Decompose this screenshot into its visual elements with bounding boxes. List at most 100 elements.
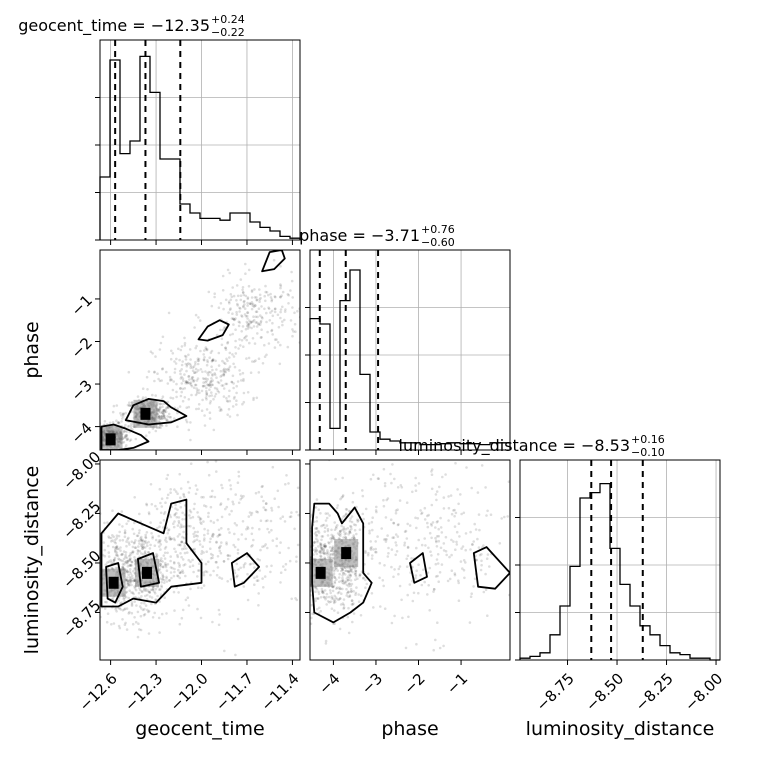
scatter-point bbox=[140, 601, 143, 605]
scatter-point bbox=[117, 599, 120, 602]
scatter-point bbox=[222, 370, 225, 373]
scatter-point bbox=[179, 387, 182, 390]
scatter-point bbox=[157, 616, 161, 620]
scatter-point bbox=[155, 554, 159, 557]
scatter-point bbox=[166, 382, 170, 385]
scatter-point bbox=[264, 543, 268, 546]
scatter-point bbox=[330, 597, 334, 600]
scatter-point bbox=[140, 589, 143, 593]
scatter-point bbox=[159, 411, 162, 414]
scatter-point bbox=[235, 284, 239, 287]
scatter-point bbox=[183, 341, 187, 345]
scatter-point bbox=[263, 294, 267, 298]
scatter-point bbox=[311, 612, 314, 615]
scatter-point bbox=[158, 539, 161, 542]
scatter-point bbox=[210, 365, 213, 369]
scatter-point bbox=[158, 402, 162, 406]
scatter-point bbox=[453, 572, 457, 575]
scatter-point bbox=[97, 431, 100, 434]
scatter-point bbox=[186, 551, 189, 554]
scatter-point bbox=[176, 524, 180, 527]
scatter-point bbox=[121, 413, 125, 416]
scatter-point bbox=[125, 544, 128, 548]
scatter-point bbox=[115, 545, 119, 548]
scatter-point bbox=[169, 396, 172, 400]
scatter-point bbox=[131, 622, 135, 626]
scatter-point bbox=[157, 426, 161, 430]
histogram-geocent_time: geocent_time = −12.35 +0.24−0.22 bbox=[18, 13, 301, 241]
scatter-point bbox=[180, 555, 183, 559]
scatter-point bbox=[349, 531, 352, 535]
scatter-point bbox=[193, 371, 197, 375]
scatter-point bbox=[358, 573, 362, 576]
scatter-point bbox=[121, 538, 125, 542]
scatter-point bbox=[267, 293, 270, 297]
y-tick-label: −2 bbox=[68, 334, 96, 362]
scatter-point bbox=[231, 332, 234, 336]
scatter-point bbox=[183, 563, 187, 566]
scatter-point bbox=[241, 371, 245, 375]
scatter-point bbox=[217, 528, 221, 532]
scatter-point bbox=[123, 608, 126, 611]
scatter-point bbox=[430, 524, 434, 527]
scatter-point bbox=[147, 540, 150, 544]
scatter-point bbox=[191, 378, 195, 382]
scatter-point bbox=[190, 377, 194, 381]
scatter-point bbox=[206, 529, 210, 532]
scatter-point bbox=[345, 579, 348, 583]
scatter-point bbox=[270, 309, 274, 313]
scatter-point bbox=[187, 375, 190, 378]
scatter-point bbox=[404, 529, 408, 533]
scatter-point bbox=[130, 602, 134, 606]
scatter-point bbox=[331, 546, 334, 550]
scatter-point bbox=[338, 530, 342, 533]
contour-0 bbox=[311, 502, 373, 624]
scatter-point bbox=[176, 411, 179, 415]
scatter-point bbox=[140, 552, 143, 555]
scatter-point bbox=[121, 552, 124, 556]
scatter-point bbox=[168, 537, 171, 540]
scatter-point bbox=[95, 544, 98, 547]
scatter-point bbox=[275, 544, 279, 548]
scatter-point bbox=[187, 405, 191, 409]
scatter-point bbox=[404, 646, 408, 650]
scatter-point bbox=[131, 551, 134, 555]
scatter-point bbox=[480, 553, 483, 556]
scatter-point bbox=[95, 445, 98, 448]
scatter-point bbox=[427, 513, 431, 517]
scatter-point bbox=[333, 609, 336, 612]
scatter-point bbox=[196, 575, 199, 578]
scatter-point bbox=[134, 620, 138, 624]
scatter-point bbox=[164, 563, 168, 567]
scatter-point bbox=[267, 307, 271, 311]
scatter-point bbox=[156, 594, 159, 598]
scatter-point bbox=[397, 572, 400, 576]
scatter-point bbox=[159, 415, 163, 418]
scatter-point bbox=[484, 588, 488, 592]
scatter-point bbox=[345, 587, 348, 591]
scatter-point bbox=[158, 559, 161, 562]
scatter-point bbox=[117, 421, 121, 425]
scatter-point bbox=[246, 317, 249, 320]
scatter-point bbox=[192, 507, 196, 511]
scatter-point bbox=[205, 570, 209, 574]
scatter-point bbox=[213, 295, 216, 299]
scatter-point bbox=[249, 513, 253, 517]
scatter-point bbox=[383, 484, 387, 488]
scatter-point bbox=[203, 527, 206, 531]
scatter-point bbox=[234, 328, 237, 332]
scatter-point bbox=[113, 558, 116, 561]
title-upper: +0.76 bbox=[421, 223, 455, 236]
scatter-point bbox=[324, 552, 327, 555]
scatter-point bbox=[203, 356, 206, 359]
scatter-point bbox=[224, 348, 228, 351]
scatter-point bbox=[158, 545, 161, 548]
scatter-point bbox=[352, 612, 356, 615]
scatter-point bbox=[384, 516, 388, 519]
scatter-point bbox=[190, 376, 194, 379]
scatter-point bbox=[201, 384, 205, 388]
scatter-point bbox=[225, 399, 229, 403]
scatter-point bbox=[345, 508, 349, 511]
scatter-point bbox=[318, 542, 322, 545]
scatter-point bbox=[179, 377, 183, 380]
